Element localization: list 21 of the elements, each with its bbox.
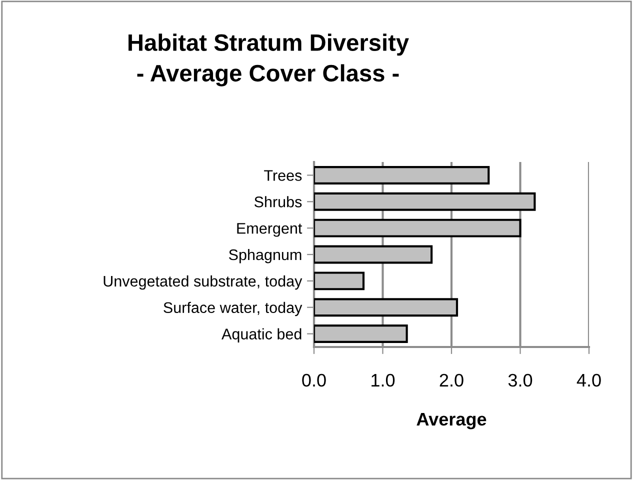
bar — [314, 298, 458, 317]
x-tick-label: 3.0 — [508, 374, 532, 387]
chart-title: Habitat Stratum Diversity - Average Cover Class - — [128, 34, 409, 86]
y-tick-label: Trees — [264, 170, 302, 181]
x-tick-label: 4.0 — [576, 374, 601, 387]
bar — [314, 272, 365, 290]
x-tick-label: 0.0 — [302, 374, 326, 387]
x-tick-label: 2.0 — [440, 374, 464, 387]
y-tick-label: Aquatic bed — [222, 328, 302, 342]
bar — [314, 324, 408, 344]
x-axis-title: Average — [416, 413, 486, 430]
bar — [314, 166, 490, 184]
bar — [314, 245, 433, 264]
y-tick-label: Surface water, today — [164, 302, 302, 316]
x-tick-label: 1.0 — [372, 374, 395, 387]
y-tick-label: Emergent — [237, 223, 302, 237]
bar — [314, 218, 522, 238]
y-tick-label: Unvegetated substrate, today — [104, 275, 302, 290]
y-tick-label: Sphagnum — [228, 248, 302, 264]
bar — [314, 192, 536, 211]
y-tick-label: Shrubs — [254, 196, 302, 208]
